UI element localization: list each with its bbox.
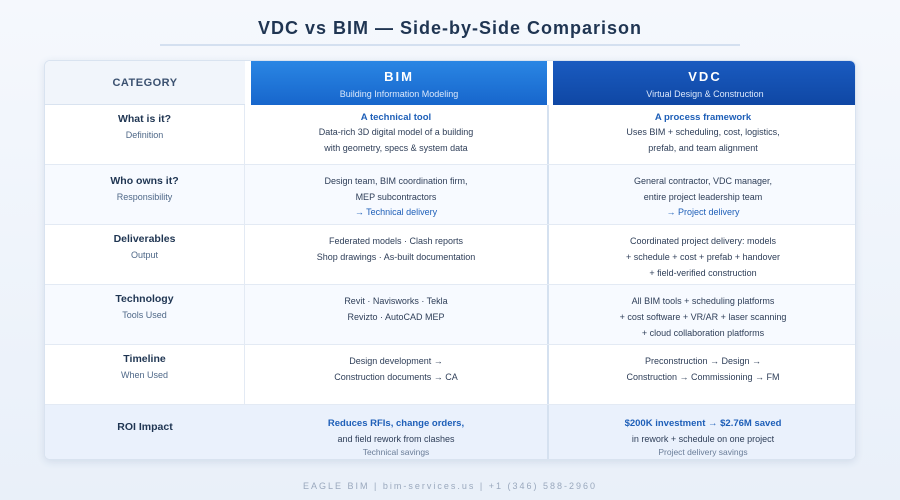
title-divider <box>160 44 740 46</box>
row-category-cell: Timeline When Used <box>45 345 245 404</box>
vdc-lead: A process framework <box>654 112 752 123</box>
bim-line: Design team, BIM coordination firm, <box>324 176 468 186</box>
row-category: Technology <box>115 293 174 305</box>
page-title: VDC vs BIM — Side-by-Side Comparison <box>257 18 643 38</box>
row-category: Who owns it? <box>110 175 179 187</box>
header-vdc-name: VDC <box>688 69 722 84</box>
bim-cell: Federated models · Clash reports Shop dr… <box>245 225 549 284</box>
table-row: Timeline When Used Design development → … <box>45 345 855 405</box>
vdc-line: Preconstruction → Design → <box>644 356 762 366</box>
row-category-cell: Technology Tools Used <box>45 285 245 344</box>
table-row: What is it? Definition A technical tool … <box>45 105 855 165</box>
row-category: Timeline <box>123 353 166 365</box>
roi-category: ROI Impact <box>117 421 173 433</box>
table-row: Technology Tools Used Revit · Navisworks… <box>45 285 855 345</box>
vdc-cell: All BIM tools + scheduling platforms + c… <box>549 285 855 344</box>
vdc-cell: Coordinated project delivery: models + s… <box>549 225 855 284</box>
header-bim-subtitle: Building Information Modeling <box>339 89 459 99</box>
bim-cell: A technical tool Data-rich 3D digital mo… <box>245 105 549 164</box>
header-vdc-subtitle: Virtual Design & Construction <box>646 89 764 99</box>
table-row: Deliverables Output Federated models · C… <box>45 225 855 285</box>
comparison-table: CATEGORY BIM Building Information Modeli… <box>44 60 856 460</box>
vdc-line: + cost software + VR/AR + laser scanning <box>619 312 787 322</box>
bim-line: Construction documents → CA <box>334 372 458 382</box>
vdc-line: + field-verified construction <box>649 268 757 278</box>
table-row: Who owns it? Responsibility Design team,… <box>45 165 855 225</box>
vdc-line: Construction → Commissioning → FM <box>626 372 780 382</box>
row-category: Deliverables <box>113 233 176 245</box>
row-category-cell: ROI Impact <box>45 405 245 459</box>
vdc-line: Uses BIM + scheduling, cost, logistics, <box>626 127 780 137</box>
vdc-delivery-note: → Project delivery <box>666 207 740 217</box>
roi-bim-lead: Reduces RFIs, change orders, <box>327 418 465 429</box>
header-bim-name: BIM <box>384 69 414 84</box>
header-bim: BIM Building Information Modeling <box>251 61 547 105</box>
row-category: What is it? <box>117 113 172 125</box>
vdc-line: + schedule + cost + prefab + handover <box>625 252 781 262</box>
bim-line: with geometry, specs & system data <box>324 143 468 153</box>
vdc-cell: A process framework Uses BIM + schedulin… <box>549 105 855 164</box>
vdc-cell: General contractor, VDC manager, entire … <box>549 165 855 224</box>
bim-line: Revizto · AutoCAD MEP <box>347 312 445 322</box>
bim-lead: A technical tool <box>360 112 432 123</box>
vdc-line: General contractor, VDC manager, <box>633 176 773 186</box>
roi-bim-cell: Reduces RFIs, change orders, and field r… <box>245 405 549 459</box>
vdc-line: + cloud collaboration platforms <box>641 328 765 338</box>
footer-contact: EAGLE BIM | bim-services.us | +1 (346) 5… <box>302 481 597 491</box>
row-subcategory: When Used <box>120 370 169 380</box>
row-subcategory: Tools Used <box>122 310 167 320</box>
bim-cell: Design development → Construction docume… <box>245 345 549 404</box>
bim-line: MEP subcontractors <box>355 192 437 202</box>
roi-vdc-cell: $200K investment → $2.76M saved in rewor… <box>549 405 855 459</box>
vdc-line: Coordinated project delivery: models <box>629 236 777 246</box>
row-category-cell: Who owns it? Responsibility <box>45 165 245 224</box>
row-category-cell: Deliverables Output <box>45 225 245 284</box>
bim-line: Revit · Navisworks · Tekla <box>344 296 448 306</box>
row-subcategory: Definition <box>125 130 164 140</box>
vdc-line: entire project leadership team <box>643 192 763 202</box>
row-subcategory: Responsibility <box>116 192 173 202</box>
vdc-line: prefab, and team alignment <box>648 143 758 153</box>
bim-line: Data-rich 3D digital model of a building <box>318 127 474 137</box>
roi-vdc-line: in rework + schedule on one project <box>631 434 775 444</box>
roi-bim-line: and field rework from clashes <box>337 434 455 444</box>
bim-line: Federated models · Clash reports <box>328 236 464 246</box>
roi-bim-note: Technical savings <box>362 447 430 457</box>
bim-delivery-note: → Technical delivery <box>354 207 438 217</box>
header-vdc: VDC Virtual Design & Construction <box>553 61 855 105</box>
vdc-cell: Preconstruction → Design → Construction … <box>549 345 855 404</box>
roi-vdc-lead: $200K investment → $2.76M saved <box>624 418 782 429</box>
bim-cell: Design team, BIM coordination firm, MEP … <box>245 165 549 224</box>
roi-vdc-note: Project delivery savings <box>658 447 748 457</box>
row-subcategory: Output <box>130 250 159 260</box>
bim-cell: Revit · Navisworks · Tekla Revizto · Aut… <box>245 285 549 344</box>
row-category-cell: What is it? Definition <box>45 105 245 164</box>
vdc-line: All BIM tools + scheduling platforms <box>631 296 775 306</box>
bim-line: Shop drawings · As-built documentation <box>316 252 476 262</box>
bim-line: Design development → <box>349 356 443 366</box>
roi-row: ROI Impact Reduces RFIs, change orders, … <box>45 405 855 459</box>
header-category: CATEGORY <box>45 61 245 105</box>
